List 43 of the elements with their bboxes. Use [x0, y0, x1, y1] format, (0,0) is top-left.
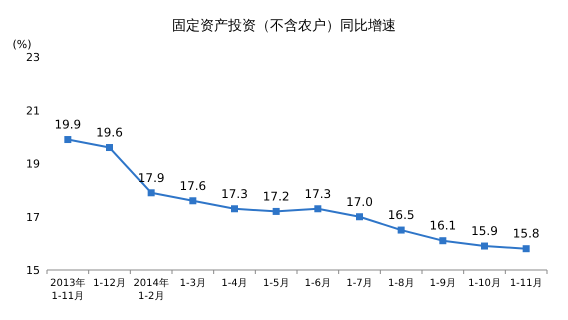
x-tick-label: 1-9月 — [430, 278, 456, 289]
point — [272, 208, 280, 215]
x-tick-label: 1-11月 — [510, 278, 543, 289]
data-label: 17.6 — [179, 178, 206, 193]
point — [314, 205, 322, 212]
point — [189, 197, 196, 204]
y-tick-label: 19 — [26, 158, 40, 170]
point — [231, 205, 238, 212]
y-tick-label: 15 — [26, 264, 40, 277]
data-label: 16.1 — [429, 218, 456, 233]
point — [106, 144, 113, 152]
data-label: 17.3 — [221, 186, 248, 201]
x-tick-label: 1-7月 — [346, 278, 373, 289]
point — [64, 136, 72, 144]
x-tick-label: 1-4月 — [221, 278, 248, 289]
data-label: 15.9 — [471, 224, 498, 238]
data-label: 17.9 — [138, 170, 165, 185]
data-label: 16.5 — [388, 208, 415, 222]
y-tick-label: 23 — [26, 51, 40, 64]
point — [439, 237, 446, 244]
x-tick-label: 2013年 1-11月 — [50, 277, 86, 302]
point — [398, 226, 405, 234]
chart-title: 固定资产投资（不含农户）同比增速 — [172, 18, 396, 34]
y-tick-label: 21 — [26, 104, 40, 118]
x-tick-label: 1-6月 — [304, 278, 332, 289]
data-label: 19.6 — [96, 126, 123, 140]
x-tick-label: 2014年 1-2月 — [133, 277, 169, 302]
x-tick-label: 1-10月 — [468, 278, 501, 289]
y-tick-label: 17 — [26, 210, 40, 224]
x-tick-label: 1-12月 — [93, 278, 126, 289]
point — [522, 245, 530, 252]
point — [148, 189, 155, 196]
point — [481, 242, 488, 250]
x-tick-label: 1-8月 — [388, 278, 414, 289]
data-label: 17.3 — [304, 186, 332, 201]
data-label: 17.0 — [346, 194, 373, 209]
data-label: 15.8 — [512, 226, 540, 241]
data-label: 19.9 — [54, 118, 82, 132]
x-tick-label: 1-3月 — [180, 278, 206, 289]
point — [356, 213, 363, 220]
x-tick-label: 1-5月 — [262, 278, 290, 289]
data-label: 17.2 — [262, 189, 290, 204]
y-axis-title: (%) — [12, 38, 32, 51]
